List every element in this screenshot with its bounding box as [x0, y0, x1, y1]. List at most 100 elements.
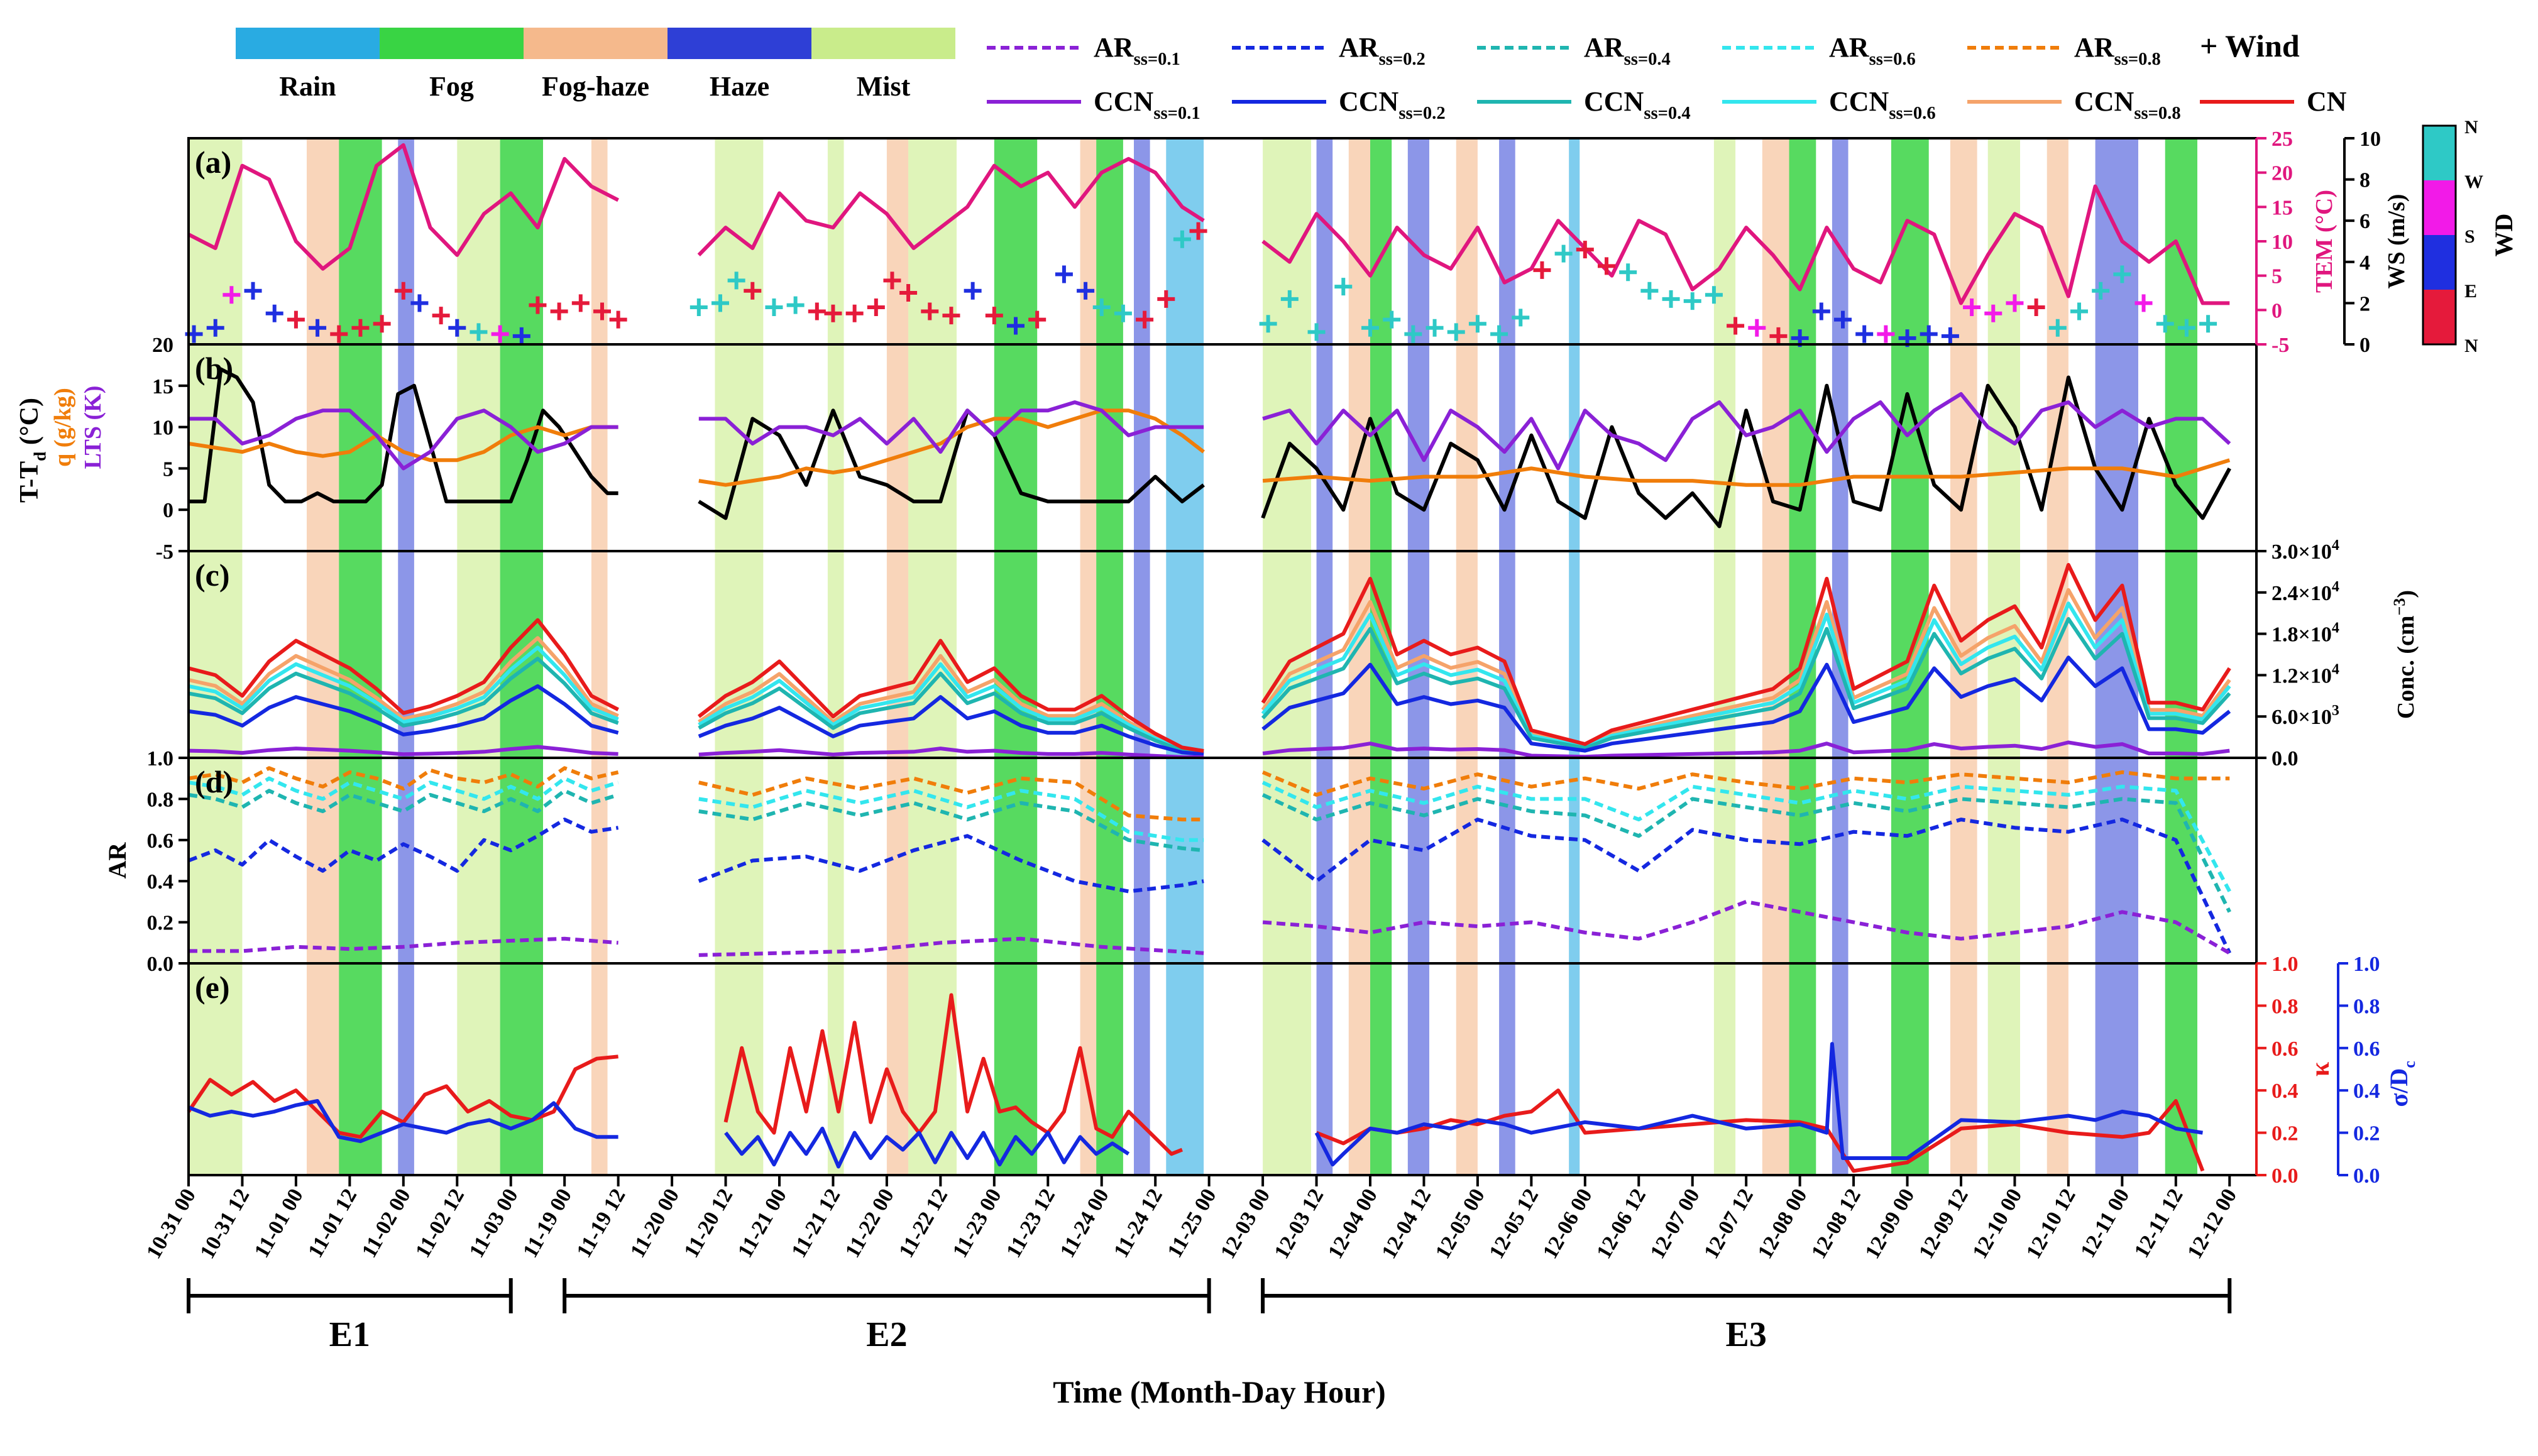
- legend-label: CN: [2307, 86, 2347, 117]
- event-label-e3: E3: [1726, 1315, 1767, 1354]
- wind-marker: [1136, 310, 1154, 329]
- tem-line-segment-2: [1261, 184, 2230, 305]
- wind-marker: [985, 307, 1003, 325]
- event-label-e1: E1: [329, 1315, 370, 1354]
- weather-legend-swatch-fog-haze: [524, 28, 667, 59]
- wind-marker: [1877, 325, 1895, 343]
- label-base: AR: [1339, 32, 1380, 63]
- wind-marker: [2199, 315, 2217, 333]
- wd-colorbar-tick-label: N: [2464, 336, 2478, 356]
- weather-legend-label-fog: Fog: [429, 71, 474, 102]
- ws-axis-tick-label: 2: [2359, 292, 2370, 315]
- lts-line-segment-0: [189, 408, 618, 471]
- q-line-segment-0: [188, 425, 618, 463]
- wind-marker: [942, 307, 960, 325]
- wd-colorbar-frame: [2422, 124, 2457, 346]
- event-annotations: E1 E2 E3: [187, 1278, 2232, 1354]
- sigma-axis-tick-label: 0.4: [2353, 1080, 2380, 1103]
- wind-marker: [1447, 323, 1465, 341]
- ar-line-segment-2: [1261, 818, 2232, 954]
- label-base: Conc. (cm: [2393, 615, 2419, 719]
- weather-legend-label-fog-haze: Fog-haze: [542, 71, 649, 102]
- wind-marker: [808, 302, 826, 320]
- panel-b-axis-tick-label: 0: [163, 499, 173, 522]
- ar-line-segment-2: [1262, 899, 2231, 955]
- wind-marker: [727, 271, 745, 290]
- tem-axis-tick-label: 0: [2272, 299, 2282, 322]
- label-subscript: ss=0.1: [1134, 50, 1180, 69]
- conc-axis-tick-label: 1.2×104: [2272, 661, 2339, 687]
- wind-marker: [571, 294, 590, 312]
- wind-marker: [222, 286, 241, 304]
- sigma-axis-tick-label: 0.0: [2353, 1164, 2380, 1188]
- wind-marker: [2006, 294, 2024, 312]
- wd-colorbar-segment: [2423, 290, 2456, 344]
- label-subscript: ss=0.2: [1379, 50, 1426, 69]
- wind-marker: [2156, 315, 2174, 333]
- wind-marker: [1280, 290, 1299, 308]
- ccn-line-segment-0: [188, 645, 619, 724]
- wd-colorbar-tick-label: E: [2464, 281, 2477, 302]
- wind-marker: [2027, 298, 2045, 316]
- wind-marker: [1963, 298, 1981, 316]
- wind-marker: [1028, 310, 1047, 329]
- ar-line-segment-0: [189, 936, 618, 953]
- wind-marker: [1941, 327, 1959, 345]
- tick-exponent: 4: [2332, 620, 2339, 637]
- legend-label: ARss=0.6: [1829, 32, 1916, 69]
- ar-axis-tick-label: 0.2: [147, 912, 174, 935]
- panel-b-axis-tick-label: -5: [156, 540, 173, 564]
- kappa-axis-title: κ: [2306, 1061, 2335, 1076]
- data-series-layer: [185, 143, 2232, 1173]
- wind-marker: [1259, 315, 1277, 333]
- weather-band-fog-haze: [1762, 138, 1789, 1175]
- wind-marker: [1092, 298, 1111, 316]
- panel-a-left-tick-label: 20: [152, 334, 173, 357]
- conc-axis-tick-label: 1.8×104: [2272, 620, 2339, 647]
- legend-label: CCNss=0.1: [1094, 86, 1200, 123]
- ccn-line-segment-2: [1261, 616, 2231, 750]
- ar-axis-tick-label: 0.8: [147, 788, 174, 811]
- wind-marker: [1383, 310, 1401, 329]
- weather-band-fog: [339, 138, 382, 1175]
- weather-period-bands: [189, 138, 2197, 1175]
- weather-band-rain: [1569, 138, 1580, 1175]
- label-subscript: ss=0.2: [1398, 104, 1445, 123]
- ccn-line-segment-0: [188, 636, 619, 721]
- wind-marker: [609, 310, 627, 329]
- weather-band-fog-haze: [1456, 138, 1478, 1175]
- wind-marker: [351, 319, 370, 337]
- weather-legend-label-mist: Mist: [857, 71, 911, 102]
- label-subscript: ss=0.8: [2134, 104, 2180, 123]
- weather-legend-swatch-fog: [380, 28, 524, 59]
- panel-label: (a): [195, 145, 231, 180]
- weather-band-fog: [1096, 138, 1123, 1175]
- label-base: σ/D: [2385, 1068, 2413, 1107]
- wind-marker: [265, 304, 283, 322]
- tem-line-segment-0: [187, 143, 619, 271]
- wind-marker: [1007, 317, 1025, 335]
- kappa-axis-tick-label: 0.8: [2272, 995, 2299, 1018]
- legend-label: ARss=0.4: [1584, 32, 1671, 69]
- ccn-line-segment-1: [698, 662, 1204, 755]
- label-base: CN: [2307, 86, 2347, 117]
- weather-band-haze: [1134, 138, 1150, 1175]
- label-base: CCN: [1584, 86, 1644, 117]
- panel-e-line-segment-0: [187, 1099, 618, 1144]
- tem-line-segment-1: [697, 156, 1205, 256]
- weather-legend-swatch-mist: [811, 28, 955, 59]
- label-subscript: ss=0.6: [1889, 104, 1935, 123]
- wind-marker: [512, 327, 530, 345]
- ar-line-segment-1: [698, 834, 1204, 894]
- ar-line-segment-0: [188, 789, 619, 813]
- wind-marker: [1404, 325, 1422, 343]
- ccn-line-segment-2: [1261, 588, 2231, 748]
- wind-marker: [1490, 325, 1508, 343]
- ar-axis-tick-label: 0.4: [147, 870, 174, 894]
- wind-marker: [1855, 325, 1874, 343]
- wind-marker: [2070, 302, 2088, 320]
- sigma-axis-tick-label: 1.0: [2353, 953, 2380, 976]
- wind-marker: [2092, 282, 2110, 300]
- conc-axis-tick-label: 3.0×104: [2272, 537, 2339, 564]
- wind-marker: [1512, 309, 1530, 327]
